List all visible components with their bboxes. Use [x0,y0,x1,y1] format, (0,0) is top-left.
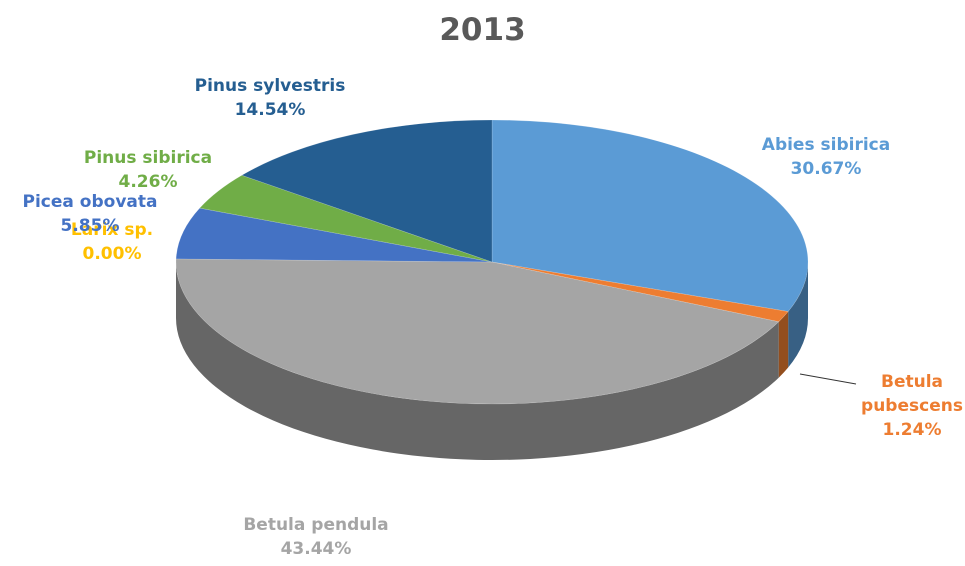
label-name: Pinus sibirica [83,148,213,168]
data-label: Betula pendula 43.44% [216,513,416,561]
label-value: 14.54% [234,100,306,120]
slice-top [491,261,789,323]
label-value: 5.85% [60,216,120,236]
slice [175,258,780,460]
label-name: Picea obovata [22,192,158,212]
slice-side [778,311,789,378]
slice [199,174,493,263]
chart-title: 2013 [439,12,526,48]
slice [491,119,809,368]
slice-top [175,207,493,263]
slice-top [199,174,493,263]
label-name: Pinus sylvestris [194,76,346,96]
data-label: Pinus sibirica 4.26% [58,146,238,194]
label-name: Larix sp. [70,220,154,240]
data-label: Betula pubescens 1.24% [852,370,965,442]
label-value: 0.00% [82,244,142,264]
data-label: Abies sibirica 30.67% [746,133,906,181]
slice [491,261,789,378]
slice [175,207,493,263]
data-label: Pinus sylvestris 14.54% [180,74,360,122]
leader-line [799,373,857,385]
slice-side [788,262,808,368]
label-value: 4.26% [118,172,178,192]
label-value: 43.44% [280,539,352,559]
slice-side [176,262,779,460]
slice-top [491,119,809,312]
label-value: 30.67% [790,159,862,179]
slice [241,119,493,263]
label-name: Betula pendula [243,515,389,535]
label-value: 1.24% [882,420,942,440]
data-label: Picea obovata 5.85% [0,190,180,238]
slice-top [241,119,493,263]
label-name: Betula pubescens [861,372,963,416]
label-name: Abies sibirica [761,135,891,155]
data-label: Larix sp. 0.00% [62,218,162,266]
slice-top [175,258,780,405]
